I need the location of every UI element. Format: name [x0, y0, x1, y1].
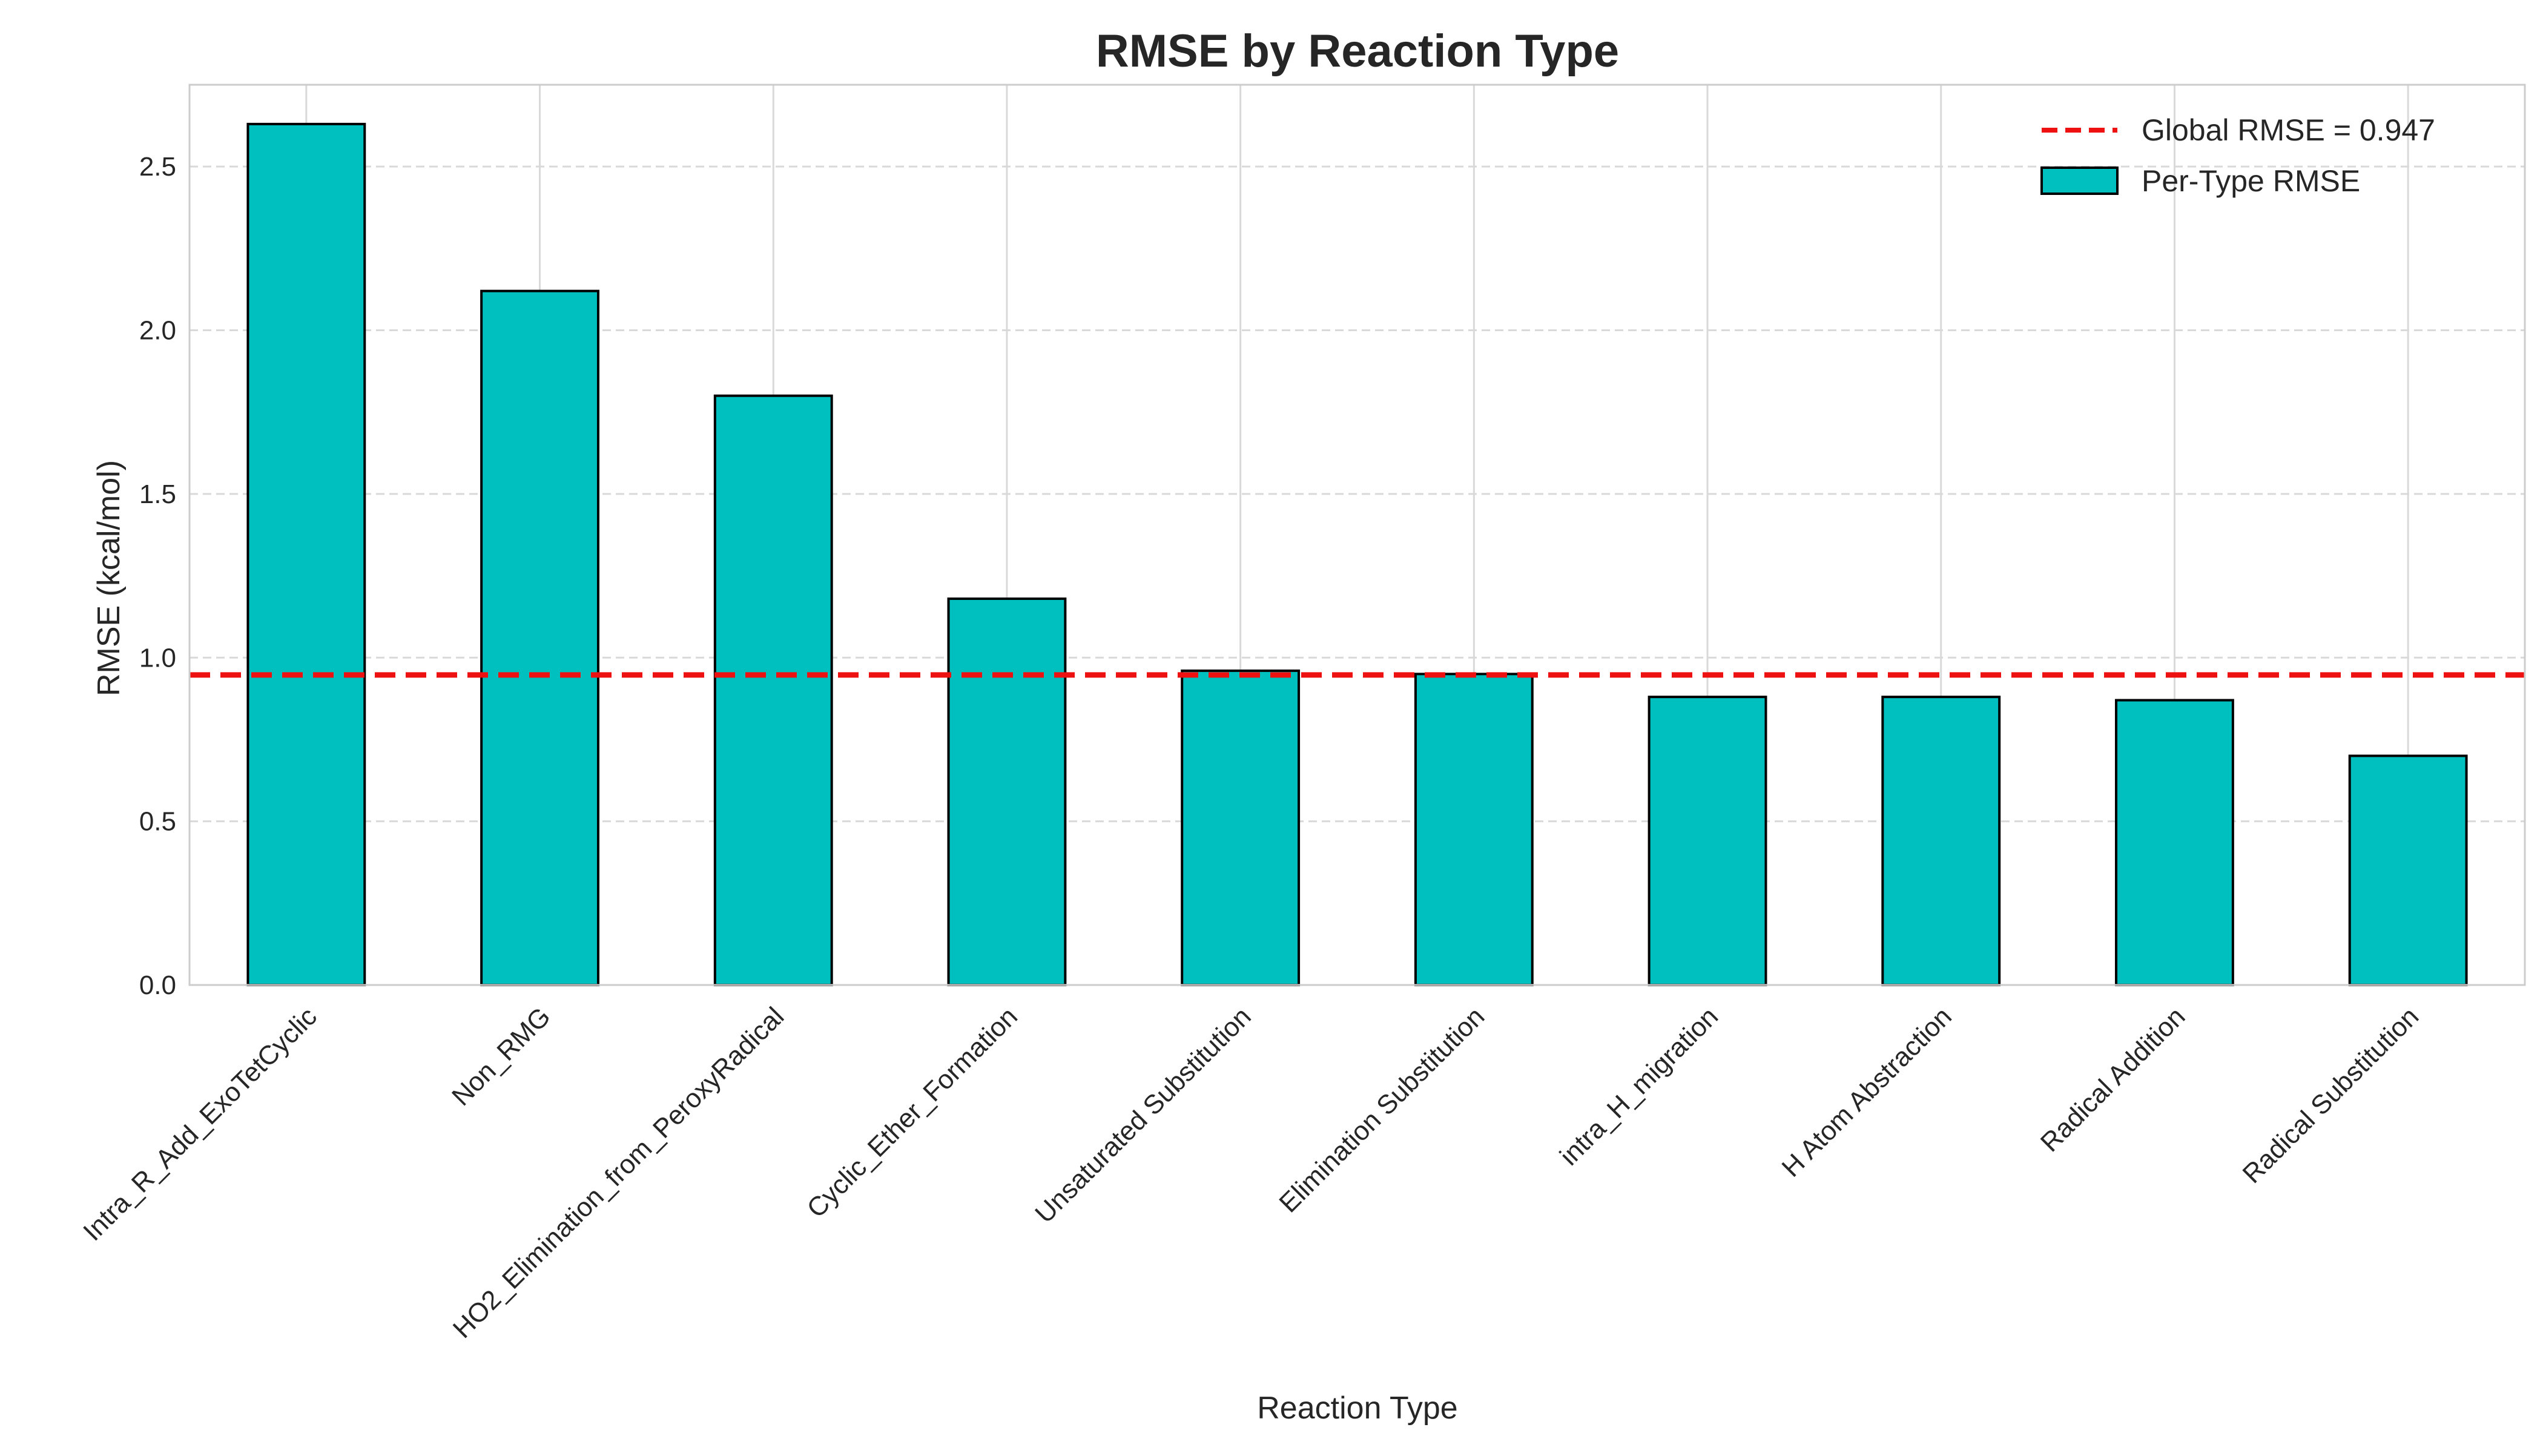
bar [246, 122, 366, 986]
bar [713, 394, 833, 986]
legend: Global RMSE = 0.947 Per-Type RMSE [2040, 113, 2435, 198]
y-tick-label: 0.5 [139, 807, 176, 837]
y-axis-label: RMSE (kcal/mol) [91, 460, 127, 696]
bar [1181, 669, 1301, 987]
legend-bar-label: Per-Type RMSE [2142, 164, 2360, 198]
bar [1648, 696, 1767, 987]
y-tick-label: 0.0 [139, 970, 176, 1000]
legend-reference-line-label: Global RMSE = 0.947 [2142, 113, 2435, 147]
bar [1414, 673, 1534, 986]
y-tick-label: 2.5 [139, 152, 176, 182]
legend-bar-swatch [2040, 166, 2119, 195]
y-tick-label: 2.0 [139, 316, 176, 346]
bar [2115, 699, 2234, 986]
y-tick-label: 1.5 [139, 479, 176, 509]
bars [246, 122, 2468, 987]
bar [480, 289, 599, 986]
chart-title: RMSE by Reaction Type [1096, 25, 1619, 77]
y-tick-label: 1.0 [139, 643, 176, 673]
bar [2348, 754, 2468, 987]
y-axis-ticks: 0.0 0.5 1.0 1.5 2.0 2.5 [139, 152, 176, 1000]
bar [1881, 696, 2001, 987]
bar [947, 597, 1067, 986]
plot-frame [188, 84, 2526, 986]
x-axis-label: Reaction Type [1257, 1391, 1457, 1426]
